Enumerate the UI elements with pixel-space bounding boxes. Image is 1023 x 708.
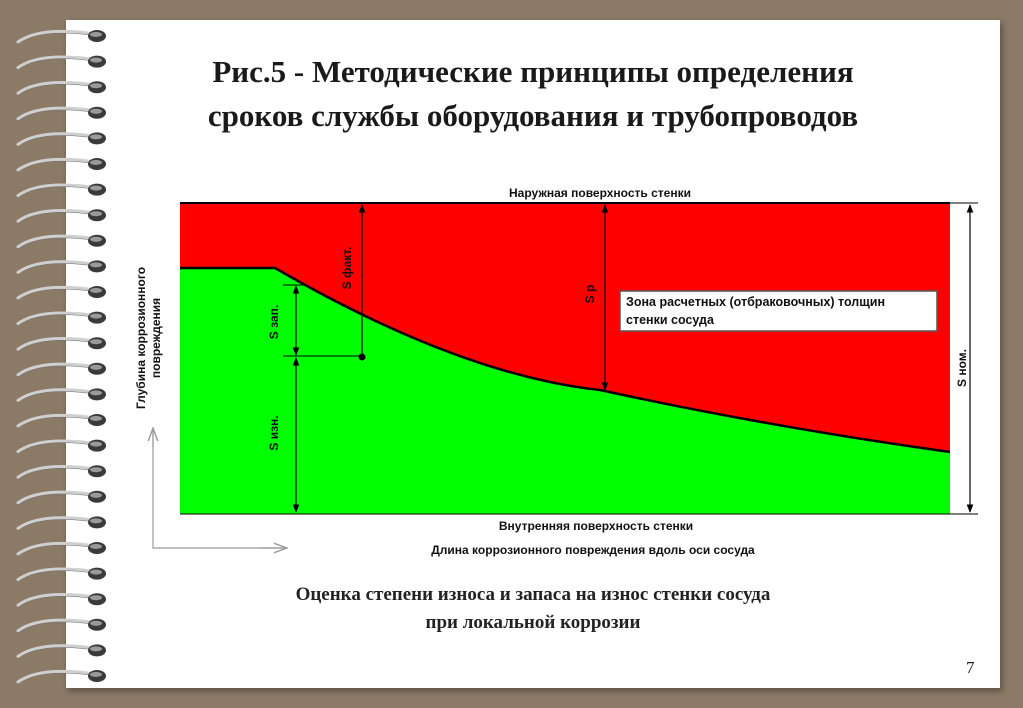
spiral-ring	[16, 644, 106, 659]
spiral-ring	[16, 388, 106, 403]
y-axis-label-line2: повреждения	[149, 298, 163, 378]
legend-box	[619, 290, 938, 332]
s-p-label: S р	[583, 285, 597, 304]
spiral-ring	[16, 209, 106, 224]
spiral-ring	[16, 81, 106, 96]
green-zone	[180, 268, 950, 514]
s-zap-label: S зап.	[267, 305, 281, 339]
legend-line1: Зона расчетных (отбраковочных) толщин	[626, 295, 885, 309]
caption-line2: при локальной коррозии	[425, 612, 641, 633]
legend-line2: стенки сосуда	[626, 313, 715, 327]
x-axis-label: Длина коррозионного повреждения вдоль ос…	[431, 543, 755, 557]
spiral-ring	[16, 157, 106, 172]
spiral-ring	[16, 311, 106, 326]
s-izn-label: S изн.	[267, 415, 281, 450]
spiral-ring	[16, 132, 106, 147]
slide-title-line1: Рис.5 - Методические принципы определени…	[212, 54, 854, 89]
y-axis-label-line1: Глубина коррозионного	[134, 267, 148, 409]
spiral-ring	[16, 106, 106, 121]
s-nom-label: S ном.	[955, 349, 969, 387]
slide-title-line2: сроков службы оборудования и трубопровод…	[207, 98, 859, 133]
outer-surface-label: Наружная поверхность стенки	[509, 186, 691, 200]
spiral-ring	[16, 593, 106, 608]
spiral-ring	[16, 465, 106, 480]
spiral-ring	[16, 516, 106, 531]
spiral-ring	[16, 234, 106, 249]
caption-line1: Оценка степени износа и запаса на износ …	[295, 584, 771, 605]
inner-surface-label: Внутренняя поверхность стенки	[499, 519, 693, 533]
s-fact-label: S факт.	[340, 247, 354, 290]
spiral-ring	[16, 567, 106, 582]
spiral-ring	[16, 439, 106, 454]
s-fact-point	[358, 353, 366, 361]
axes-frame	[152, 432, 283, 549]
spiral-ring	[16, 337, 106, 352]
corrosion-profile-line	[180, 266, 951, 454]
spiral-ring	[16, 260, 106, 275]
spiral-ring	[16, 55, 106, 70]
spiral-ring	[16, 29, 106, 44]
spiral-binding	[16, 29, 106, 684]
spiral-ring	[16, 285, 106, 300]
spiral-ring	[16, 669, 106, 684]
spiral-ring	[16, 413, 106, 428]
spiral-ring	[16, 541, 106, 556]
page-number: 7	[966, 658, 975, 677]
spiral-ring	[16, 490, 106, 505]
spiral-ring	[16, 362, 106, 377]
spiral-ring	[16, 618, 106, 633]
spiral-ring	[16, 183, 106, 198]
